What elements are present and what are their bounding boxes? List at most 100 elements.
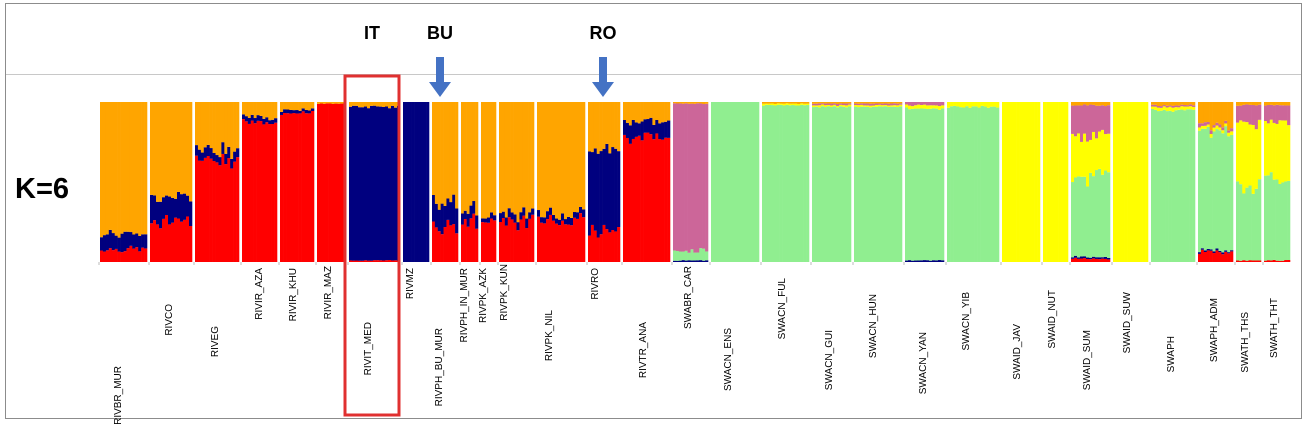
individual-segment — [1215, 122, 1219, 126]
individual-segment — [1236, 181, 1240, 261]
individual-segment — [652, 102, 656, 125]
individual-segment — [640, 102, 644, 122]
individual-segment — [385, 260, 389, 262]
individual-segment — [501, 102, 506, 212]
individual-segment — [818, 102, 822, 104]
individual-segment — [576, 212, 580, 219]
individual-segment — [105, 234, 110, 251]
individual-segment — [664, 137, 668, 262]
individual-segment — [866, 103, 870, 106]
individual-segment — [195, 155, 199, 262]
individual-segment — [358, 107, 362, 261]
population-separator — [430, 102, 432, 262]
individual-segment — [250, 114, 254, 121]
individual-segment — [501, 218, 506, 262]
individual-segment — [1266, 175, 1271, 261]
individual-segment — [244, 116, 249, 122]
individual-segment — [1269, 102, 1273, 105]
individual-segment — [391, 102, 395, 106]
population-separator — [1234, 102, 1236, 262]
individual-segment — [860, 106, 864, 262]
population-separator — [1262, 102, 1264, 262]
individual-segment — [631, 119, 636, 139]
individual-segment — [233, 102, 237, 152]
individual-segment — [699, 260, 703, 262]
individual-segment — [866, 106, 870, 263]
individual-segment — [890, 105, 894, 107]
individual-segment — [301, 102, 306, 109]
individual-segment — [1236, 260, 1240, 262]
individual-segment — [507, 102, 511, 209]
individual-segment — [388, 102, 392, 109]
individual-segment — [1209, 250, 1213, 262]
individual-segment — [361, 260, 365, 262]
individual-segment — [1162, 102, 1166, 106]
individual-segment — [501, 211, 506, 218]
individual-segment — [887, 106, 891, 262]
individual-segment — [516, 222, 520, 231]
individual-segment — [256, 102, 260, 116]
individual-segment — [1224, 102, 1228, 121]
individual-segment — [884, 105, 888, 107]
individual-segment — [484, 102, 488, 219]
individual-segment — [1287, 259, 1291, 262]
population-label: SWABR_CAR — [683, 266, 694, 329]
individual-segment — [215, 102, 219, 156]
individual-segment — [878, 104, 882, 107]
individual-segment — [244, 121, 249, 262]
individual-segment — [1221, 102, 1225, 128]
individual-segment — [221, 153, 225, 262]
individual-segment — [144, 102, 148, 235]
individual-segment — [331, 102, 335, 104]
individual-segment — [735, 102, 739, 262]
individual-segment — [227, 102, 231, 147]
individual-segment — [434, 203, 439, 228]
individual-segment — [1171, 107, 1175, 112]
individual-segment — [1156, 106, 1161, 108]
individual-segment — [376, 102, 380, 107]
individual-segment — [446, 198, 450, 220]
individual-segment — [1002, 102, 1006, 262]
individual-segment — [417, 102, 421, 262]
individual-segment — [646, 119, 650, 133]
individual-segment — [1095, 170, 1099, 258]
individual-segment — [233, 151, 237, 162]
individual-segment — [1257, 104, 1262, 120]
individual-segment — [132, 248, 136, 262]
individual-segment — [690, 103, 694, 250]
individual-segment — [658, 123, 662, 140]
individual-segment — [1200, 123, 1205, 126]
individual-segment — [687, 260, 691, 262]
individual-segment — [962, 102, 966, 108]
population-label: SWATH_THS — [1240, 312, 1251, 373]
individual-segment — [693, 252, 697, 261]
individual-segment — [215, 162, 219, 262]
individual-segment — [493, 215, 497, 221]
individual-segment — [625, 102, 630, 123]
individual-segment — [842, 105, 846, 107]
individual-segment — [102, 251, 107, 262]
population-bar-group — [481, 102, 497, 262]
individual-segment — [815, 102, 819, 104]
individual-segment — [1206, 102, 1210, 122]
individual-segment — [699, 248, 703, 261]
population-label: SWAPH — [1166, 336, 1177, 372]
individual-segment — [1074, 177, 1078, 256]
individual-segment — [824, 105, 828, 108]
individual-segment — [570, 225, 574, 262]
individual-segment — [280, 102, 284, 112]
individual-segment — [117, 102, 121, 238]
individual-segment — [854, 105, 858, 107]
individual-segment — [1095, 257, 1099, 259]
population-separator — [945, 102, 947, 262]
individual-segment — [887, 103, 891, 106]
individual-segment — [1180, 102, 1184, 105]
individual-segment — [741, 102, 745, 262]
individual-segment — [364, 106, 368, 261]
individual-segment — [611, 147, 615, 230]
individual-segment — [367, 260, 371, 262]
individual-segment — [1098, 168, 1102, 258]
individual-segment — [1151, 106, 1155, 109]
individual-segment — [1200, 248, 1205, 250]
individual-segment — [227, 158, 231, 262]
